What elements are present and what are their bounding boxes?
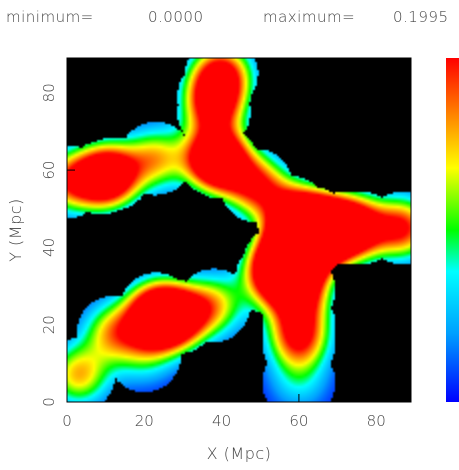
x-axis-ticks: 0 20 40 60 80 [62, 394, 386, 430]
heatmap-image [67, 58, 411, 402]
x-tick-label: 60 [289, 412, 308, 430]
density-heatmap [67, 58, 411, 402]
x-tick-label: 40 [212, 412, 231, 430]
colorbar [446, 58, 459, 402]
maximum-value: 0.1995 [393, 8, 449, 26]
maximum-label: maximum= [263, 8, 355, 26]
minimum-value: 0.0000 [148, 8, 204, 26]
x-tick-label: 0 [62, 412, 72, 430]
x-tick-label: 80 [367, 412, 386, 430]
y-tick-label: 60 [40, 161, 58, 180]
x-tick-label: 20 [135, 412, 154, 430]
y-tick-label: 80 [40, 83, 58, 102]
plot-frame [66, 57, 412, 403]
y-axis-ticks: 0 20 40 60 80 [40, 83, 75, 407]
y-tick-label: 0 [40, 397, 58, 407]
minimum-label: minimum= [6, 8, 94, 26]
axes [66, 57, 412, 403]
x-axis-label: X (Mpc) [207, 444, 272, 463]
y-tick-label: 40 [40, 238, 58, 257]
y-tick-label: 20 [40, 315, 58, 334]
y-axis-label: Y (Mpc) [6, 198, 25, 262]
